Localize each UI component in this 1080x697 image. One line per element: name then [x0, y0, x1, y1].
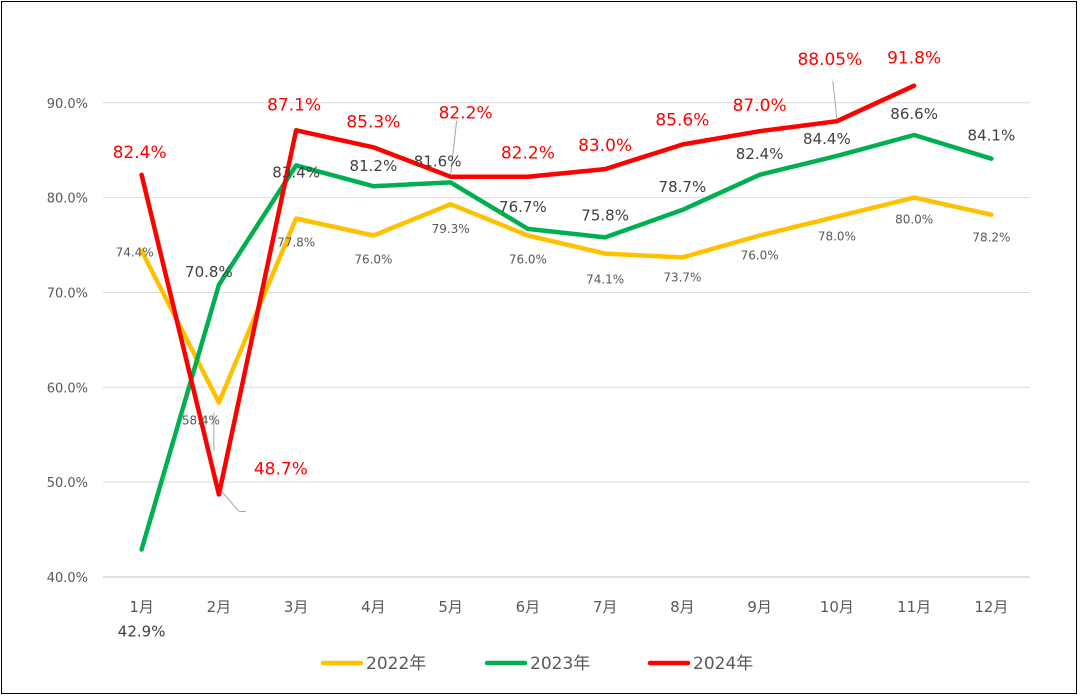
- data-label: 85.3%: [346, 112, 400, 132]
- data-label: 87.1%: [267, 95, 321, 115]
- legend-label: 2022年: [366, 654, 426, 674]
- data-label: 84.4%: [803, 130, 851, 148]
- label-leader-lines: [213, 81, 838, 512]
- x-tick-label: 5月: [438, 598, 463, 616]
- y-tick-label: 40.0%: [47, 571, 88, 586]
- data-label: 78.0%: [818, 230, 856, 244]
- data-label: 81.6%: [414, 152, 462, 170]
- data-label: 91.8%: [887, 49, 941, 69]
- data-label: 79.3%: [432, 222, 470, 236]
- y-axis-ticks: 40.0% 50.0% 60.0% 70.0% 80.0% 90.0%: [47, 97, 88, 586]
- x-tick-label: 7月: [593, 598, 618, 616]
- legend-label: 2023年: [530, 654, 590, 674]
- x-tick-label: 10月: [820, 598, 854, 616]
- y-tick-label: 70.0%: [47, 286, 88, 301]
- data-label: 76.0%: [509, 253, 547, 267]
- data-label: 81.2%: [350, 157, 398, 175]
- data-label: 58.4%: [182, 413, 220, 427]
- data-label: 82.2%: [439, 104, 493, 124]
- data-label: 82.2%: [501, 144, 555, 164]
- x-tick-label: 12月: [974, 598, 1008, 616]
- data-label: 48.7%: [254, 459, 308, 479]
- data-label: 76.0%: [741, 249, 779, 263]
- data-label: 86.6%: [890, 105, 938, 123]
- data-labels: 74.4% 58.4% 77.8% 76.0% 79.3% 76.0% 74.1% 73.7%…: [113, 49, 1016, 641]
- series-line: [139, 195, 994, 405]
- series-lines: [139, 83, 994, 552]
- y-tick-label: 50.0%: [47, 476, 88, 491]
- x-tick-label: 6月: [516, 598, 541, 616]
- data-label: 78.2%: [972, 231, 1010, 245]
- data-label: 87.0%: [733, 96, 787, 116]
- legend: 2022年 2023年 2024年: [320, 654, 753, 674]
- data-label: 78.7%: [659, 178, 707, 196]
- data-label: 82.4%: [113, 143, 167, 163]
- data-label: 88.05%: [797, 50, 862, 70]
- series-line: [139, 83, 917, 497]
- x-tick-label: 1月: [129, 598, 154, 616]
- x-tick-label: 2月: [207, 598, 232, 616]
- data-label: 75.8%: [581, 206, 629, 224]
- data-label: 76.0%: [354, 253, 392, 267]
- x-tick-label: 4月: [361, 598, 386, 616]
- x-tick-label: 8月: [670, 598, 695, 616]
- data-label: 77.8%: [277, 235, 315, 249]
- data-label: 42.9%: [118, 622, 166, 640]
- legend-item: 2023年: [484, 654, 590, 674]
- legend-item: 2022年: [320, 654, 426, 674]
- data-label: 83.0%: [578, 136, 632, 156]
- data-label: 74.1%: [586, 273, 624, 287]
- y-tick-label: 90.0%: [47, 97, 88, 112]
- data-label: 84.1%: [968, 127, 1016, 145]
- x-axis-ticks: 1月 2月 3月 4月 5月 6月 7月 8月 9月 10月 11月 12月: [129, 598, 1008, 616]
- y-tick-label: 60.0%: [47, 381, 88, 396]
- data-label: 82.4%: [736, 145, 784, 163]
- data-label: 74.4%: [116, 246, 154, 260]
- leader-line: [450, 120, 458, 175]
- data-label: 76.7%: [499, 198, 547, 216]
- leader-line: [832, 81, 838, 120]
- data-label: 83.4%: [272, 163, 320, 181]
- x-tick-label: 9月: [747, 598, 772, 616]
- data-label: 73.7%: [663, 270, 701, 284]
- x-tick-label: 3月: [284, 598, 309, 616]
- legend-label: 2024年: [693, 654, 753, 674]
- data-label: 85.6%: [655, 110, 709, 130]
- data-label: 70.8%: [185, 263, 233, 281]
- y-tick-label: 80.0%: [47, 192, 88, 207]
- legend-item: 2024年: [647, 654, 753, 674]
- leader-line: [221, 491, 240, 512]
- x-tick-label: 11月: [897, 598, 931, 616]
- data-label: 80.0%: [895, 213, 933, 227]
